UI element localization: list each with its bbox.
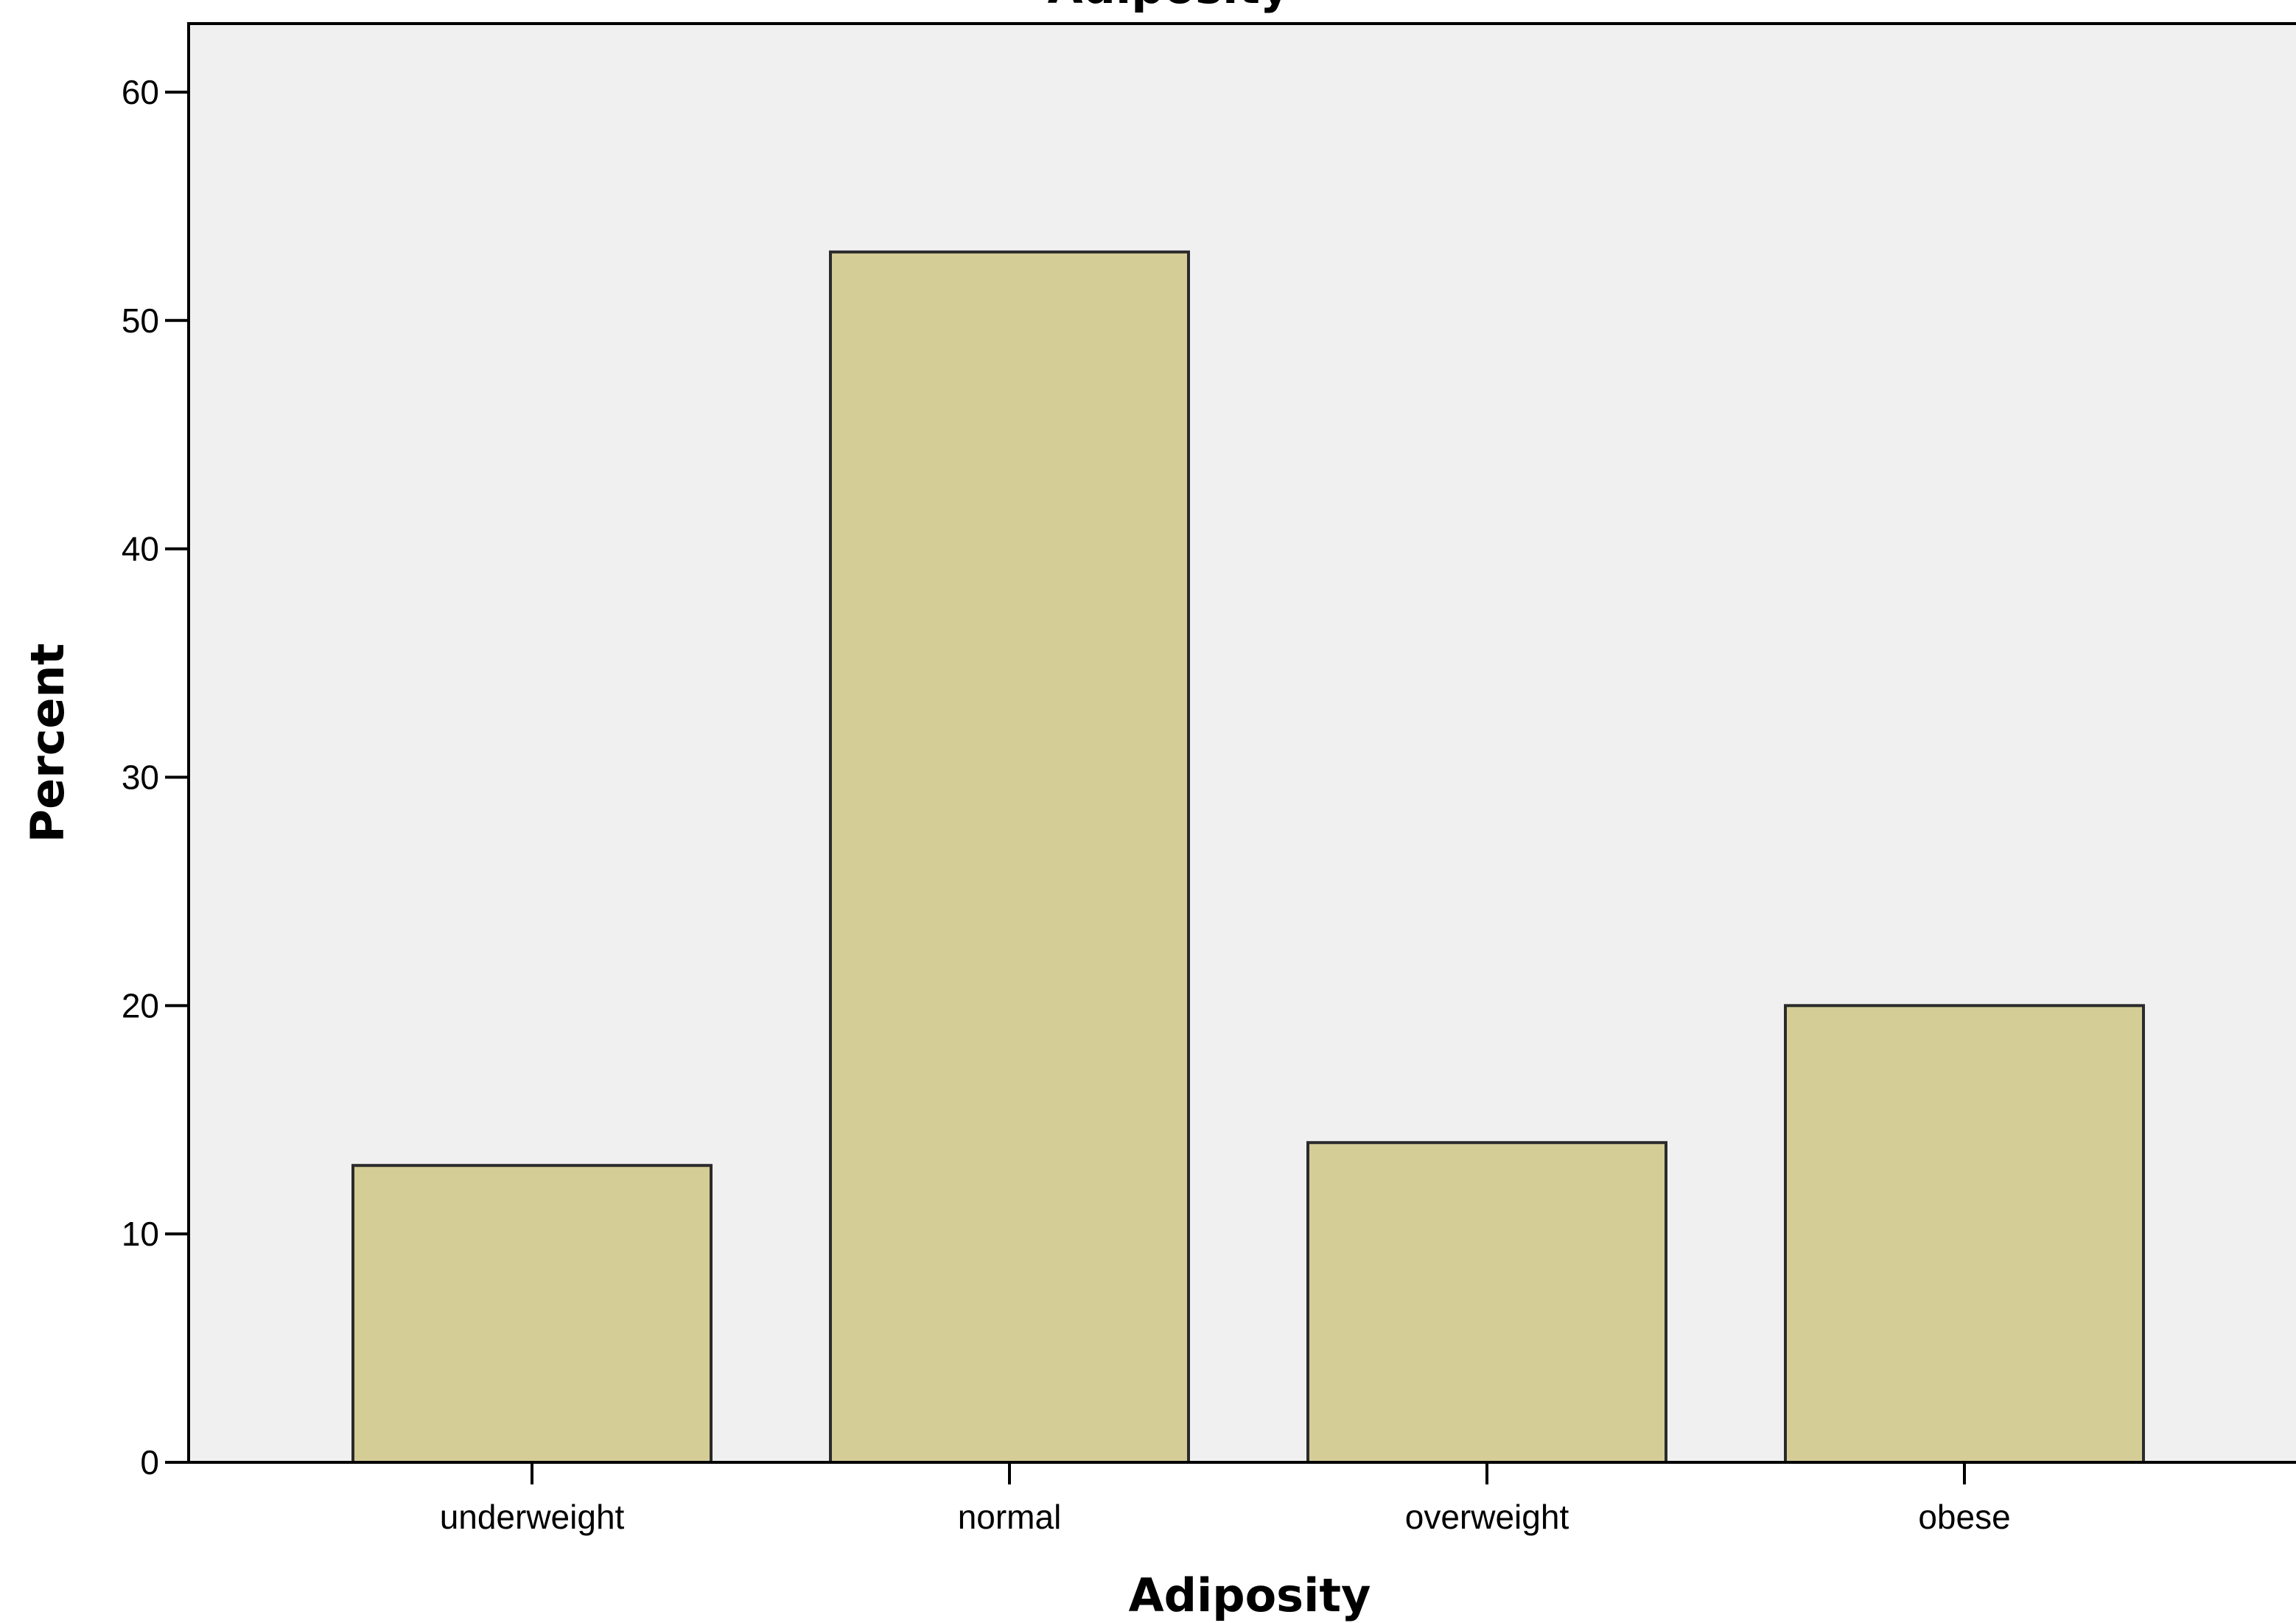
x-tick-label: normal [958, 1498, 1062, 1536]
x-tick-label: obese [1918, 1498, 2010, 1536]
y-tick-label: 20 [122, 986, 159, 1025]
y-tick-label: 0 [140, 1443, 159, 1481]
bar-overweight [1306, 1141, 1667, 1464]
y-axis-title: Percent [21, 643, 74, 843]
y-tick-label: 10 [122, 1215, 159, 1253]
x-axis-title: Adiposity [1129, 1568, 1371, 1622]
y-tick-label: 50 [122, 301, 159, 340]
y-tick-label: 30 [122, 758, 159, 796]
bar-normal [829, 250, 1190, 1464]
bar-obese [1784, 1004, 2145, 1465]
x-tick-label: overweight [1405, 1498, 1569, 1536]
y-tick-label: 40 [122, 530, 159, 568]
bar-underweight [351, 1164, 713, 1464]
x-tick-label: underweight [440, 1498, 625, 1536]
y-axis-ticks: 0 10 20 30 40 50 60 [122, 73, 189, 1481]
chart-title: Adiposity [1048, 0, 1290, 14]
x-axis-ticks: underweight normal overweight obese [440, 1462, 2011, 1536]
y-tick-label: 60 [122, 73, 159, 111]
